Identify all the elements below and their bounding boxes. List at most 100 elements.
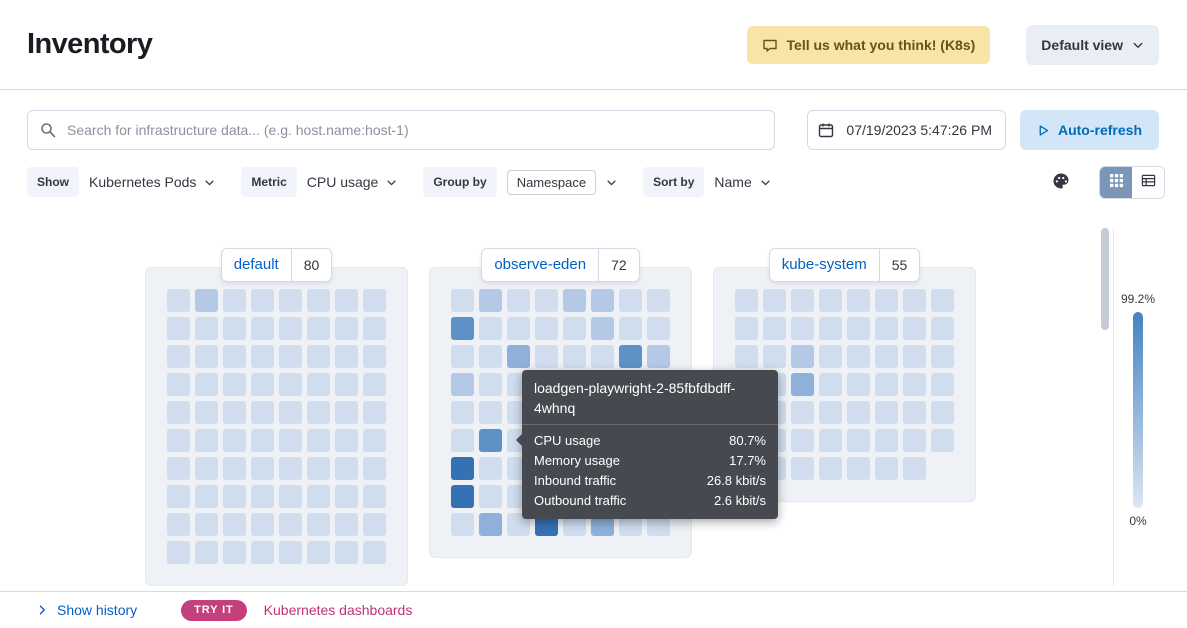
pod-square[interactable] [167,484,190,508]
pod-square[interactable] [763,316,786,340]
pod-square[interactable] [223,316,246,340]
pod-square[interactable] [847,456,870,480]
pod-square[interactable] [363,372,386,396]
pod-square[interactable] [451,456,474,480]
pod-square[interactable] [479,484,502,508]
pod-square[interactable] [791,372,814,396]
pod-square[interactable] [479,344,502,368]
pod-square[interactable] [903,288,926,312]
pod-square[interactable] [307,316,330,340]
pod-square[interactable] [791,428,814,452]
pod-square[interactable] [167,400,190,424]
pod-square[interactable] [363,428,386,452]
pod-square[interactable] [223,400,246,424]
pod-square[interactable] [335,372,358,396]
pod-square[interactable] [307,456,330,480]
pod-square[interactable] [307,512,330,536]
grid-view-button[interactable] [1100,166,1132,198]
pod-square[interactable] [507,288,530,312]
pod-square[interactable] [903,456,926,480]
pod-square[interactable] [903,316,926,340]
pod-square[interactable] [451,428,474,452]
default-view-button[interactable]: Default view [1026,24,1159,65]
pod-square[interactable] [875,288,898,312]
pod-square[interactable] [195,400,218,424]
pod-square[interactable] [479,456,502,480]
pod-square[interactable] [791,288,814,312]
pod-square[interactable] [251,316,274,340]
pod-square[interactable] [167,316,190,340]
palette-button[interactable] [1047,167,1075,198]
pod-square[interactable] [875,372,898,396]
pod-square[interactable] [563,316,586,340]
pod-square[interactable] [931,288,954,312]
pod-square[interactable] [875,344,898,368]
pod-square[interactable] [903,428,926,452]
metric-select[interactable]: CPU usage [307,174,398,190]
pod-square[interactable] [363,540,386,564]
pod-square[interactable] [251,344,274,368]
pod-square[interactable] [735,316,758,340]
pod-square[interactable] [335,344,358,368]
pod-square[interactable] [451,288,474,312]
pod-square[interactable] [167,344,190,368]
kubernetes-dashboards-link[interactable]: Kubernetes dashboards [263,602,413,618]
pod-square[interactable] [819,316,842,340]
pod-square[interactable] [195,512,218,536]
pod-square[interactable] [223,372,246,396]
pod-square[interactable] [819,288,842,312]
pod-square[interactable] [847,372,870,396]
pod-square[interactable] [279,400,302,424]
pod-square[interactable] [903,344,926,368]
pod-square[interactable] [451,512,474,536]
pod-square[interactable] [931,316,954,340]
group-name-link[interactable]: observe-eden [482,249,598,281]
pod-square[interactable] [279,484,302,508]
auto-refresh-button[interactable]: Auto-refresh [1019,110,1159,150]
pod-square[interactable] [791,400,814,424]
pod-square[interactable] [363,288,386,312]
pod-square[interactable] [335,456,358,480]
pod-square[interactable] [307,428,330,452]
pod-square[interactable] [251,456,274,480]
pod-square[interactable] [223,484,246,508]
pod-square[interactable] [251,484,274,508]
pod-square[interactable] [451,344,474,368]
pod-square[interactable] [363,512,386,536]
pod-square[interactable] [223,456,246,480]
pod-square[interactable] [875,400,898,424]
pod-square[interactable] [195,372,218,396]
pod-square[interactable] [875,428,898,452]
pod-square[interactable] [335,540,358,564]
pod-square[interactable] [307,344,330,368]
pod-square[interactable] [847,428,870,452]
pod-square[interactable] [335,428,358,452]
pod-square[interactable] [335,400,358,424]
pod-square[interactable] [167,512,190,536]
pod-square[interactable] [819,372,842,396]
pod-square[interactable] [479,288,502,312]
pod-square[interactable] [791,456,814,480]
pod-square[interactable] [931,400,954,424]
pod-square[interactable] [195,344,218,368]
pod-square[interactable] [251,512,274,536]
pod-square[interactable] [279,428,302,452]
pod-square[interactable] [875,316,898,340]
pod-square[interactable] [507,344,530,368]
group-name-link[interactable]: kube-system [770,249,879,281]
pod-square[interactable] [479,316,502,340]
pod-square[interactable] [363,316,386,340]
pod-square[interactable] [251,428,274,452]
pod-square[interactable] [791,344,814,368]
pod-square[interactable] [223,344,246,368]
group-by-selected-pill[interactable]: Namespace [506,169,597,195]
pod-square[interactable] [931,344,954,368]
pod-square[interactable] [223,288,246,312]
pod-square[interactable] [619,288,642,312]
pod-square[interactable] [479,512,502,536]
pod-square[interactable] [279,344,302,368]
pod-square[interactable] [479,400,502,424]
pod-square[interactable] [335,316,358,340]
pod-square[interactable] [931,428,954,452]
pod-square[interactable] [903,372,926,396]
